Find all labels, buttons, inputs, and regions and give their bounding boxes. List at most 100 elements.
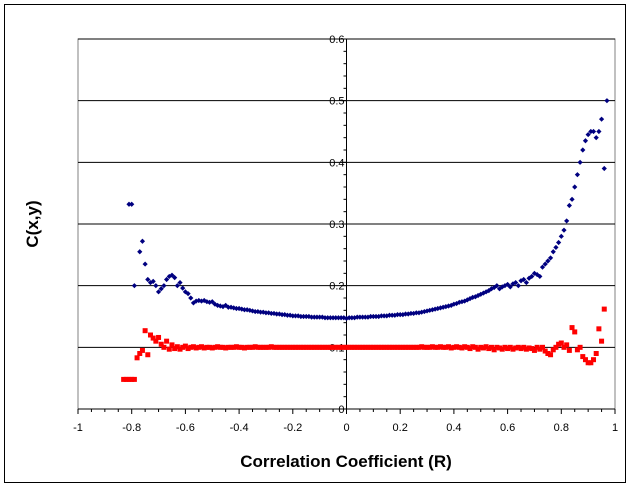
series-1-point (172, 275, 178, 281)
series-1-point (561, 227, 567, 233)
series-2-point (545, 351, 551, 356)
series-1-point (601, 165, 607, 172)
series-1-point (349, 315, 355, 321)
y-tick-label: 0.6 (329, 34, 344, 46)
series-2-point (309, 344, 315, 350)
x-tick-label: -0.2 (283, 422, 302, 434)
series-1-point (572, 184, 578, 190)
series-2-point (169, 342, 175, 348)
series-2-point (470, 344, 476, 350)
series-1-point (137, 249, 143, 255)
series-2-point (435, 344, 441, 350)
series-1-point (502, 283, 508, 289)
series-1-point (308, 314, 315, 320)
series-1-point (448, 302, 454, 308)
series-1-point (521, 276, 527, 283)
series-2-point (333, 344, 339, 350)
series-2-point (542, 348, 548, 354)
series-2-point (220, 344, 226, 350)
series-2-point (212, 344, 218, 350)
series-2-point (440, 344, 446, 350)
tick-labels: -1-0.8-0.6-0.4-0.200.20.40.60.8100.10.20… (73, 34, 618, 434)
series-1-point (295, 313, 301, 319)
series-2-point (139, 347, 145, 353)
series-2-point (531, 347, 537, 353)
series-2-point (384, 344, 390, 350)
series-1-point (558, 233, 564, 239)
x-tick-label: -0.8 (122, 422, 141, 434)
series-2-point (510, 346, 516, 352)
series-2-point (397, 344, 403, 350)
series-1-point (268, 310, 274, 317)
series-2-point (513, 345, 519, 351)
series-2-point (199, 344, 205, 350)
series-1-point (185, 291, 191, 297)
series-1-point (598, 116, 605, 122)
series-2-point (518, 346, 524, 352)
series-1-point (225, 304, 231, 310)
series-1-point (585, 131, 591, 138)
series-2-point (429, 344, 435, 350)
series-1-point (231, 305, 237, 311)
series-1-point (569, 196, 575, 202)
series-2-point (454, 344, 460, 350)
series-2-point (276, 344, 282, 350)
series-2-point (574, 347, 580, 353)
series-1-point (365, 314, 371, 320)
series-2-point (505, 346, 511, 352)
series-2-point (142, 328, 148, 334)
series-1-point (386, 312, 393, 318)
series-2-point (225, 344, 231, 350)
series-2-point (459, 345, 465, 351)
series-2-point (472, 344, 478, 350)
series-2-point (156, 334, 162, 340)
series-2-point (558, 340, 564, 346)
series-2-point (413, 344, 419, 350)
series-2-point (193, 345, 199, 351)
series-1-point (588, 128, 594, 135)
series-1-point (330, 315, 336, 321)
series-1-point (394, 312, 401, 318)
series-2-point (432, 344, 438, 350)
series-2-point (147, 332, 153, 338)
series-2-point (370, 344, 376, 350)
series-1-point (233, 305, 240, 312)
series-1-point (169, 272, 175, 278)
series-1-point (274, 311, 280, 317)
x-tick-label: 0.6 (500, 422, 515, 434)
series-2-point (588, 360, 594, 366)
series-2-point (566, 347, 572, 353)
series-2-point (255, 344, 261, 350)
series-2-point (126, 376, 132, 382)
series-1-point (161, 283, 167, 289)
series-2-point (282, 344, 288, 350)
series-2-point (274, 344, 280, 350)
series-2-point (268, 344, 274, 350)
series-2-point (290, 344, 296, 350)
series-1-point (564, 218, 570, 224)
series-1-point (373, 313, 379, 320)
series-1-point (241, 307, 248, 313)
series-2-point (153, 338, 159, 344)
series-1-point (164, 276, 170, 283)
series-1-point (325, 315, 331, 321)
y-tick-label: 0.5 (329, 96, 344, 108)
series-1-point (298, 313, 304, 320)
series-1-point (212, 301, 218, 307)
series-1-point (266, 310, 272, 316)
series-1-point (360, 314, 366, 320)
series-2-point (233, 344, 239, 350)
series-1-point (284, 312, 291, 318)
series-2-point (411, 344, 417, 350)
series-2-point (341, 344, 347, 350)
series-2-point (129, 376, 135, 382)
series-2-point (250, 344, 256, 350)
series-2-point (403, 344, 409, 350)
series-2-point (564, 342, 570, 348)
series-2-point (424, 344, 430, 350)
series-2-point (150, 335, 156, 341)
series-1-point (462, 298, 468, 304)
series-2-point (381, 344, 387, 350)
series-1-point (153, 283, 159, 289)
